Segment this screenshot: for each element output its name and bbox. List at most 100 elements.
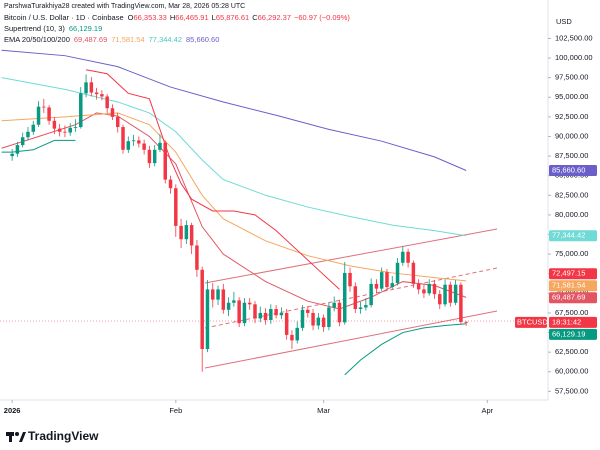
candle-body bbox=[295, 327, 299, 341]
indicator-value: 66,129.19 bbox=[69, 24, 102, 33]
price-tag bbox=[549, 292, 597, 304]
candle-body bbox=[379, 272, 384, 289]
y-tick-label: 60,000.00 bbox=[555, 367, 588, 376]
indicator-name: Supertrend (10, 3) bbox=[4, 24, 65, 33]
ohlc-key: L bbox=[212, 13, 216, 22]
candle-body bbox=[253, 304, 257, 319]
candle-body bbox=[306, 309, 310, 313]
legend-backdrop bbox=[0, 0, 300, 46]
candle-body bbox=[269, 309, 273, 320]
candle-body bbox=[343, 272, 347, 323]
candle-body bbox=[142, 143, 146, 150]
y-tick-label: 95,000.00 bbox=[555, 92, 588, 101]
candle-body bbox=[427, 283, 431, 294]
candle-body bbox=[31, 124, 36, 132]
candle-body bbox=[211, 289, 215, 300]
candle-body bbox=[10, 153, 14, 157]
candle-body bbox=[411, 262, 416, 284]
indicator-value: 69,487.69 bbox=[74, 35, 107, 44]
y-tick-label: 90,000.00 bbox=[555, 131, 588, 140]
candle-body bbox=[327, 307, 331, 328]
symbol-tag-label: BTCUSD bbox=[517, 317, 548, 326]
price-tag-label: 18:31:42 bbox=[552, 317, 581, 326]
candle-body bbox=[321, 317, 326, 328]
candle-body bbox=[147, 149, 152, 164]
ema-line bbox=[1, 77, 467, 237]
candle-body bbox=[179, 225, 183, 240]
y-tick-label: 80,000.00 bbox=[555, 210, 588, 219]
price-tag-label: 85,660.60 bbox=[552, 165, 585, 174]
candle-body bbox=[232, 300, 236, 303]
candle-body bbox=[137, 140, 141, 144]
candle-body bbox=[274, 309, 278, 316]
candle-body bbox=[279, 312, 284, 316]
candle-body bbox=[216, 289, 220, 300]
candle-body bbox=[369, 283, 373, 306]
x-tick-label: Feb bbox=[169, 406, 182, 415]
indicator-value: 85,660.60 bbox=[186, 35, 219, 44]
candle-body bbox=[73, 127, 78, 128]
credit: ParshwaTurakhiya28 created with TradingV… bbox=[4, 3, 245, 10]
currency: USD bbox=[556, 17, 572, 26]
candle-body bbox=[26, 131, 30, 138]
candle-body bbox=[20, 137, 25, 146]
y-tick-label: 87,500.00 bbox=[555, 151, 588, 160]
supertrend-up bbox=[1, 139, 76, 153]
candle-body bbox=[364, 305, 368, 308]
candle-body bbox=[57, 128, 62, 132]
candle-body bbox=[68, 127, 72, 133]
candle-body bbox=[258, 312, 263, 319]
y-tick-label: 67,500.00 bbox=[555, 308, 588, 317]
ohlc-key: H bbox=[170, 13, 175, 22]
candle-body bbox=[263, 312, 268, 320]
ema-line bbox=[1, 49, 467, 171]
legend-ohlc: Bitcoin / U.S. Dollar · 1D · Coinbase O66… bbox=[4, 13, 350, 22]
candle-body bbox=[79, 93, 83, 128]
price-tag bbox=[549, 268, 597, 280]
y-tick-label: 75,000.00 bbox=[555, 249, 588, 258]
candle-body bbox=[131, 140, 136, 142]
candle-body bbox=[226, 302, 231, 310]
ohlc-key: O bbox=[128, 13, 134, 22]
candle-body bbox=[15, 145, 20, 154]
candle-body bbox=[385, 272, 389, 288]
x-tick-label: Apr bbox=[481, 406, 493, 415]
price-tag bbox=[549, 328, 597, 340]
symbol: Bitcoin / U.S. Dollar · 1D · Coinbase bbox=[4, 13, 124, 22]
ohlc-value: 66,292.37 bbox=[258, 13, 291, 22]
price-tag bbox=[549, 316, 597, 328]
candle-body bbox=[89, 82, 94, 93]
candle-body bbox=[47, 107, 51, 121]
candle-body bbox=[374, 283, 379, 289]
candle-body bbox=[406, 251, 410, 263]
candle-body bbox=[174, 188, 178, 226]
price-tag-label: 69,487.69 bbox=[552, 293, 585, 302]
candle-body bbox=[401, 251, 405, 263]
candle-body bbox=[348, 272, 352, 287]
price-tag-label: 66,129.19 bbox=[552, 329, 585, 338]
candle-body bbox=[395, 262, 400, 284]
candle-body bbox=[52, 120, 57, 129]
price-tags: 85,660.60 77,344.42 72,497.15 71,581.54 69,4… bbox=[515, 165, 597, 340]
candle-body bbox=[200, 269, 204, 350]
plot bbox=[1, 49, 468, 376]
candle-body bbox=[453, 284, 458, 303]
ohlc-value: 66,465.91 bbox=[175, 13, 208, 22]
candle-body bbox=[290, 334, 294, 341]
candle-body bbox=[416, 283, 421, 290]
legend-supertrend: Supertrend (10, 3) 66,129.19 bbox=[4, 24, 102, 33]
candle-body bbox=[390, 283, 395, 288]
symbol-tag bbox=[515, 316, 547, 328]
ohlc-value: 66,353.33 bbox=[133, 13, 166, 22]
candle-body bbox=[459, 284, 463, 322]
candle-body bbox=[358, 307, 363, 310]
candle-body bbox=[94, 92, 99, 95]
candle-body bbox=[36, 106, 41, 125]
candle-body bbox=[152, 149, 157, 164]
candle-body bbox=[184, 225, 189, 240]
supertrend-up bbox=[344, 323, 467, 376]
price-tag-label: 72,497.15 bbox=[552, 269, 585, 278]
